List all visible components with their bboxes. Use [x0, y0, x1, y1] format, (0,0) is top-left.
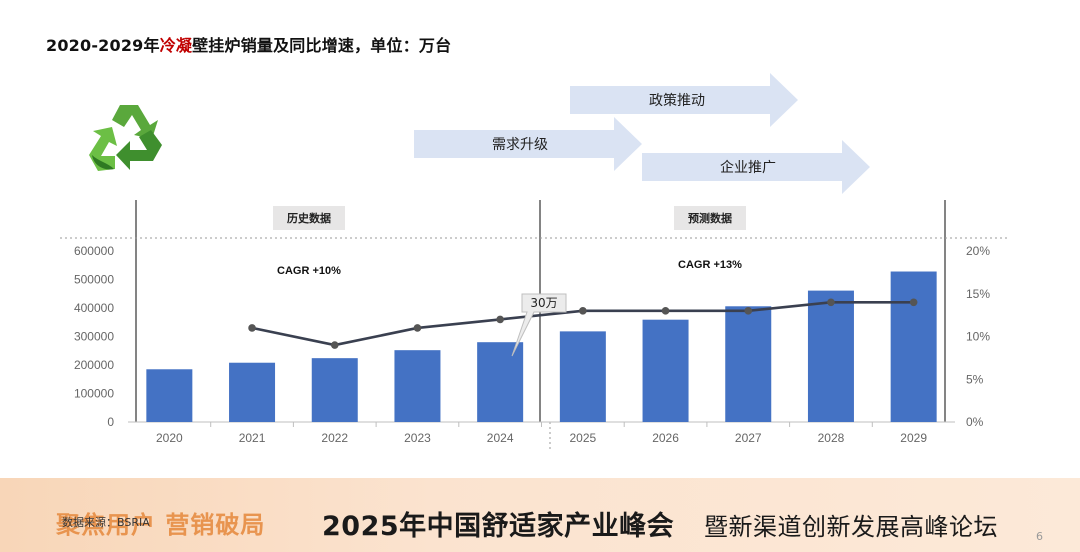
data-source: 数据来源：BSRIA [62, 516, 150, 529]
bar [807, 290, 854, 422]
footer-banner [0, 478, 1080, 552]
history-label-box: 历史数据 [273, 206, 345, 230]
footer-slogan: 聚焦用户 营销破局 [56, 511, 266, 539]
chart-canvas: 政策推动 需求升级 企业推广 历史数据 预测数据 CAGR +10% CAGR … [60, 73, 1010, 450]
growth-point [744, 307, 753, 315]
left-tick-label: 400000 [74, 301, 114, 315]
callout-label: 30万 [530, 296, 557, 310]
bar [394, 350, 441, 422]
footer-main-title: 2025年中国舒适家产业峰会 [322, 511, 675, 542]
title-highlight: 冷凝 [159, 36, 193, 55]
right-tick-label: 20% [966, 244, 990, 258]
history-label: 历史数据 [287, 211, 331, 225]
growth-point [248, 324, 256, 332]
growth-point [579, 307, 587, 315]
arrow-policy: 政策推动 [570, 73, 798, 127]
growth-point [909, 298, 918, 307]
x-axis: 2020 2021 2022 2023 2024 2025 2026 2027 2028 2029 [156, 422, 927, 445]
growth-point [413, 324, 422, 332]
bar [311, 358, 358, 422]
right-tick-label: 5% [966, 372, 984, 386]
growth-point [827, 298, 835, 307]
recycle-icon [89, 105, 162, 171]
forecast-label: 预测数据 [688, 211, 732, 225]
right-tick-label: 15% [966, 287, 990, 301]
left-tick-label: 0 [107, 415, 114, 429]
x-tick-label: 2028 [818, 431, 845, 445]
history-cagr: CAGR +10% [277, 265, 341, 277]
bar [146, 369, 193, 422]
bar [229, 362, 276, 422]
chart-title: 2020-2029年冷凝壁挂炉销量及同比增速，单位：万台 [46, 32, 451, 56]
x-tick-label: 2026 [652, 431, 679, 445]
x-tick-label: 2022 [321, 431, 348, 445]
callout-30wan: 30万 [511, 293, 567, 357]
arrow-promotion-label: 企业推广 [720, 159, 776, 176]
forecast-label-box: 预测数据 [674, 206, 746, 230]
growth-point [330, 341, 339, 349]
left-axis: 0 100000 200000 300000 400000 500000 600000 [74, 244, 114, 429]
page-number: 6 [1036, 530, 1043, 543]
bar-series [146, 271, 937, 422]
x-tick-label: 2025 [569, 431, 596, 445]
bar [477, 342, 524, 422]
x-tick-label: 2020 [156, 431, 183, 445]
title-suffix: 壁挂炉销量及同比增速，单位：万台 [192, 36, 452, 55]
bar [725, 306, 772, 422]
right-tick-label: 0% [966, 415, 984, 429]
bar [559, 331, 606, 422]
left-tick-label: 600000 [74, 244, 114, 258]
left-tick-label: 300000 [74, 330, 114, 344]
bar [642, 319, 689, 422]
bar [890, 271, 937, 422]
left-tick-label: 500000 [74, 273, 114, 287]
arrow-demand-label: 需求升级 [492, 137, 548, 153]
x-tick-label: 2021 [239, 431, 266, 445]
footer-subtitle: 暨新渠道创新发展高峰论坛 [704, 513, 998, 541]
arrow-promotion: 企业推广 [642, 140, 870, 194]
growth-line-series [248, 298, 918, 349]
right-tick-label: 10% [966, 330, 990, 344]
x-tick-label: 2027 [735, 431, 762, 445]
growth-point [661, 307, 670, 315]
left-tick-label: 100000 [74, 387, 114, 401]
x-tick-label: 2023 [404, 431, 431, 445]
arrow-policy-label: 政策推动 [649, 92, 705, 109]
x-tick-label: 2029 [900, 431, 927, 445]
title-prefix: 2020-2029年 [46, 36, 160, 55]
forecast-cagr: CAGR +13% [678, 259, 742, 271]
left-tick-label: 200000 [74, 358, 114, 372]
x-tick-label: 2024 [487, 431, 514, 445]
right-axis: 0% 5% 10% 15% 20% [966, 244, 990, 429]
growth-point [496, 315, 504, 324]
arrow-demand: 需求升级 [414, 117, 642, 171]
